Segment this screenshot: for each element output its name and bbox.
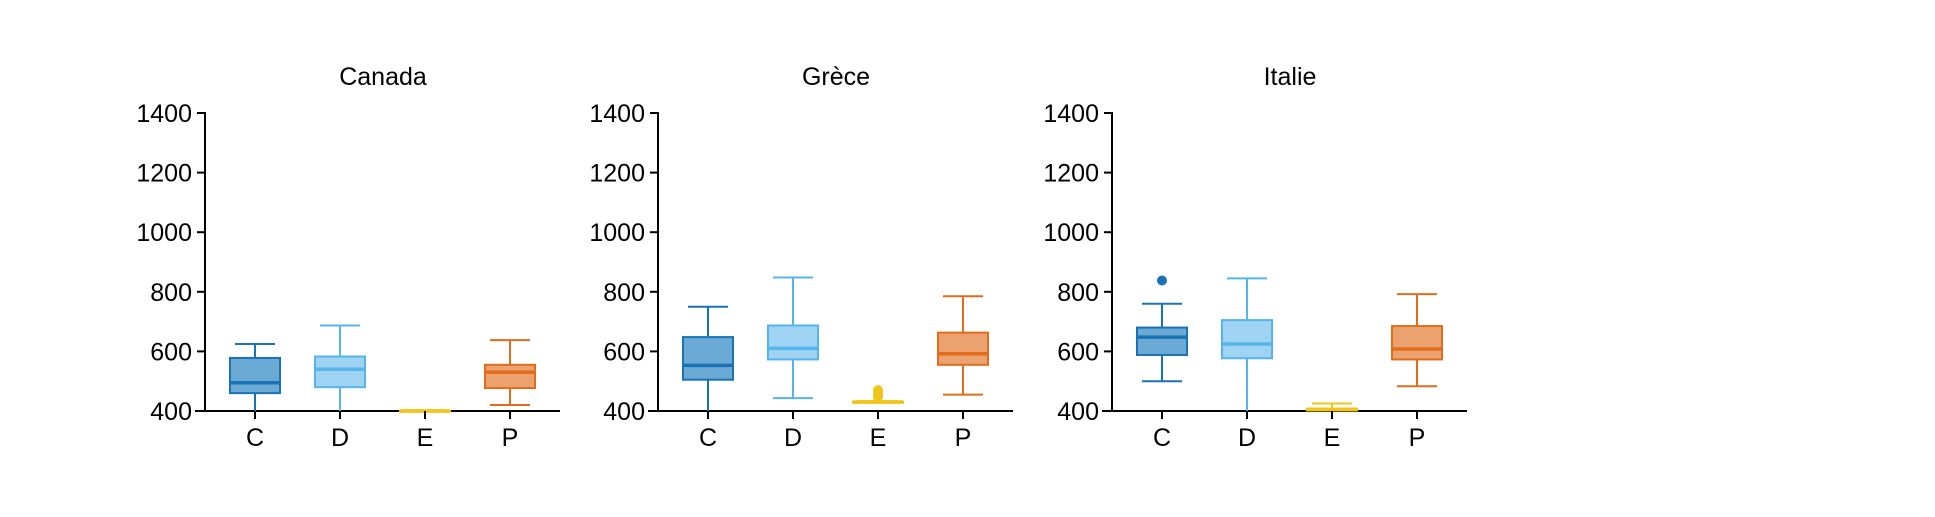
box-iqr [484, 363, 536, 390]
box-C [1136, 275, 1188, 383]
outlier-point [873, 385, 883, 396]
outlier-point [1157, 275, 1167, 286]
box-iqr [314, 355, 366, 389]
y-tick-label: 800 [1057, 279, 1099, 307]
box-P [937, 295, 989, 396]
y-tick-label: 400 [1057, 398, 1099, 426]
box-P [1391, 293, 1443, 388]
y-tick-label: 1000 [589, 219, 645, 247]
box-iqr [229, 356, 281, 395]
y-tick-label: 800 [150, 279, 192, 307]
y-tick-label: 1200 [136, 160, 192, 188]
box-iqr [937, 331, 989, 366]
y-tick-label: 1400 [1043, 100, 1099, 128]
x-tick-label: D [331, 424, 349, 452]
x-tick-label: C [1153, 424, 1171, 452]
box-E [852, 385, 904, 404]
box-C [682, 305, 734, 411]
x-tick-label: C [246, 424, 264, 452]
y-tick-label: 400 [150, 398, 192, 426]
y-tick-label: 1000 [136, 219, 192, 247]
panel-title: Grèce [802, 63, 870, 91]
y-tick-label: 1400 [589, 100, 645, 128]
y-tick-label: 1200 [589, 160, 645, 188]
x-tick-label: D [1238, 424, 1256, 452]
box-D [1221, 277, 1273, 411]
x-tick-label: E [1324, 424, 1341, 452]
x-tick-label: E [870, 424, 887, 452]
y-tick-label: 600 [1057, 338, 1099, 366]
x-tick-label: P [502, 424, 519, 452]
panel-title: Canada [339, 63, 427, 91]
box-D [314, 324, 366, 411]
chart-panel-2: Grèce 400 600 800 1000 1200 1400 C D E P [589, 63, 1013, 452]
y-tick-label: 1000 [1043, 219, 1099, 247]
y-tick-label: 1200 [1043, 160, 1099, 188]
y-tick-label: 400 [603, 398, 645, 426]
box-iqr [1221, 319, 1273, 360]
y-tick-label: 600 [603, 338, 645, 366]
y-tick-label: 1400 [136, 100, 192, 128]
y-tick-label: 600 [150, 338, 192, 366]
chart-panel-1: Canada 400 600 800 1000 1200 1400 C D E P [136, 63, 560, 452]
box-C [229, 342, 281, 411]
x-tick-label: P [955, 424, 972, 452]
box-D [767, 276, 819, 400]
x-tick-label: D [784, 424, 802, 452]
x-tick-label: P [1409, 424, 1426, 452]
box-E [1306, 402, 1358, 412]
panel-title: Italie [1264, 63, 1317, 91]
box-iqr [682, 336, 734, 381]
y-tick-label: 800 [603, 279, 645, 307]
box-iqr [1391, 325, 1443, 361]
chart-panel-3: Italie 400 600 800 1000 1200 1400 C D E P [1043, 63, 1467, 452]
x-tick-label: E [417, 424, 434, 452]
box-P [484, 339, 536, 407]
box-iqr [767, 324, 819, 361]
x-tick-label: C [699, 424, 717, 452]
box-iqr [1136, 326, 1188, 356]
